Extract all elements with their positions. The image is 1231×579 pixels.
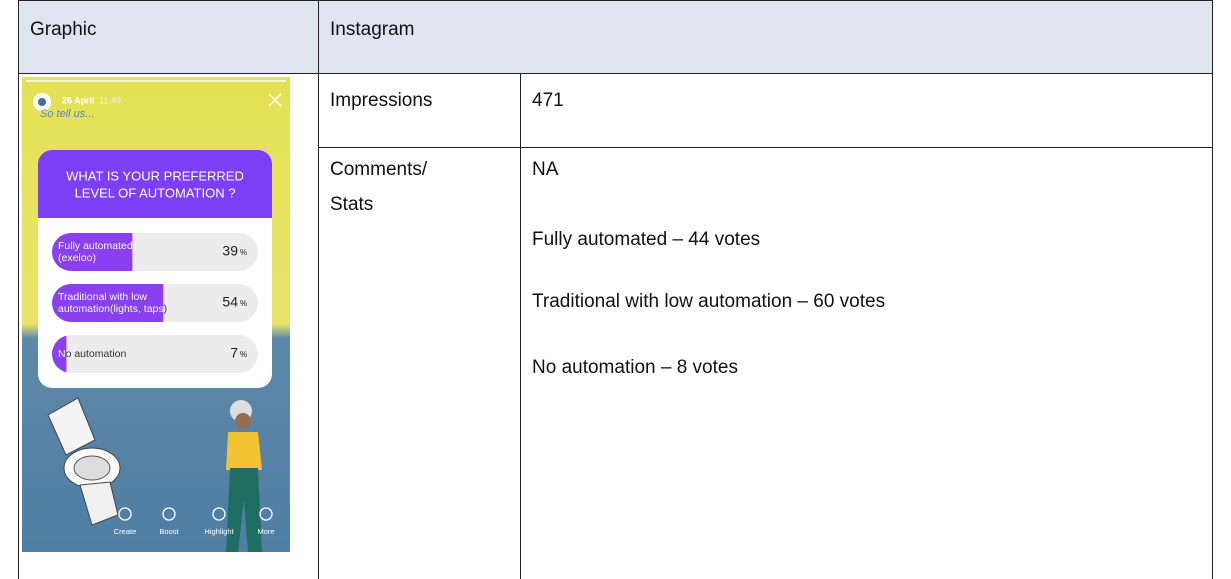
story-date: 26 April	[62, 95, 95, 105]
poll-option[interactable]: Fully automated(exeloo)Fully automated(e…	[52, 233, 258, 271]
poll-label: Fully automated	[58, 240, 133, 252]
story-time: 11:49	[99, 95, 121, 105]
row-label: Stats	[330, 194, 373, 215]
poll-unit: %	[240, 350, 247, 359]
poll-label: Traditional with low	[58, 291, 147, 303]
poll-percent: 39	[222, 243, 238, 259]
row-value: No automation – 8 votes	[532, 357, 738, 378]
row-value: NA	[532, 159, 559, 180]
progress	[26, 80, 286, 82]
story-image: 26 April 11:49 So tell us... WHAT IS YOU…	[22, 77, 290, 552]
action-label[interactable]: Boost	[159, 527, 179, 536]
action-label[interactable]: More	[257, 527, 274, 536]
poll-label: No automation	[58, 348, 126, 360]
poll-label: automation(lights, taps)	[58, 303, 167, 315]
row-value: Fully automated – 44 votes	[532, 229, 760, 250]
row-value: 471	[532, 90, 564, 111]
header-row	[18, 0, 1213, 73]
row-value: Traditional with low automation – 60 vot…	[532, 291, 885, 312]
header-cell: Graphic	[30, 19, 97, 40]
action-label[interactable]: Highlight	[204, 527, 234, 536]
action-label[interactable]: Create	[114, 527, 137, 536]
row-label: Comments/	[330, 159, 428, 180]
row-label: Impressions	[330, 90, 432, 111]
poll-question: LEVEL OF AUTOMATION ?	[75, 185, 236, 200]
header-cell: Instagram	[330, 19, 414, 40]
poll-label-group: No automation	[58, 348, 126, 360]
page: Graphic Instagram Impressions 471 Commen…	[0, 0, 1231, 579]
poll-header	[38, 150, 272, 218]
story-caption: So tell us...	[40, 108, 94, 120]
poll-question: WHAT IS YOUR PREFERRED	[66, 168, 244, 183]
poll-percent: 7	[230, 345, 238, 361]
poll-unit: %	[240, 299, 247, 308]
poll-label: (exeloo)	[58, 252, 96, 264]
poll-percent: 54	[222, 294, 238, 310]
poll-unit: %	[240, 248, 247, 257]
avatar-logo	[38, 98, 46, 106]
